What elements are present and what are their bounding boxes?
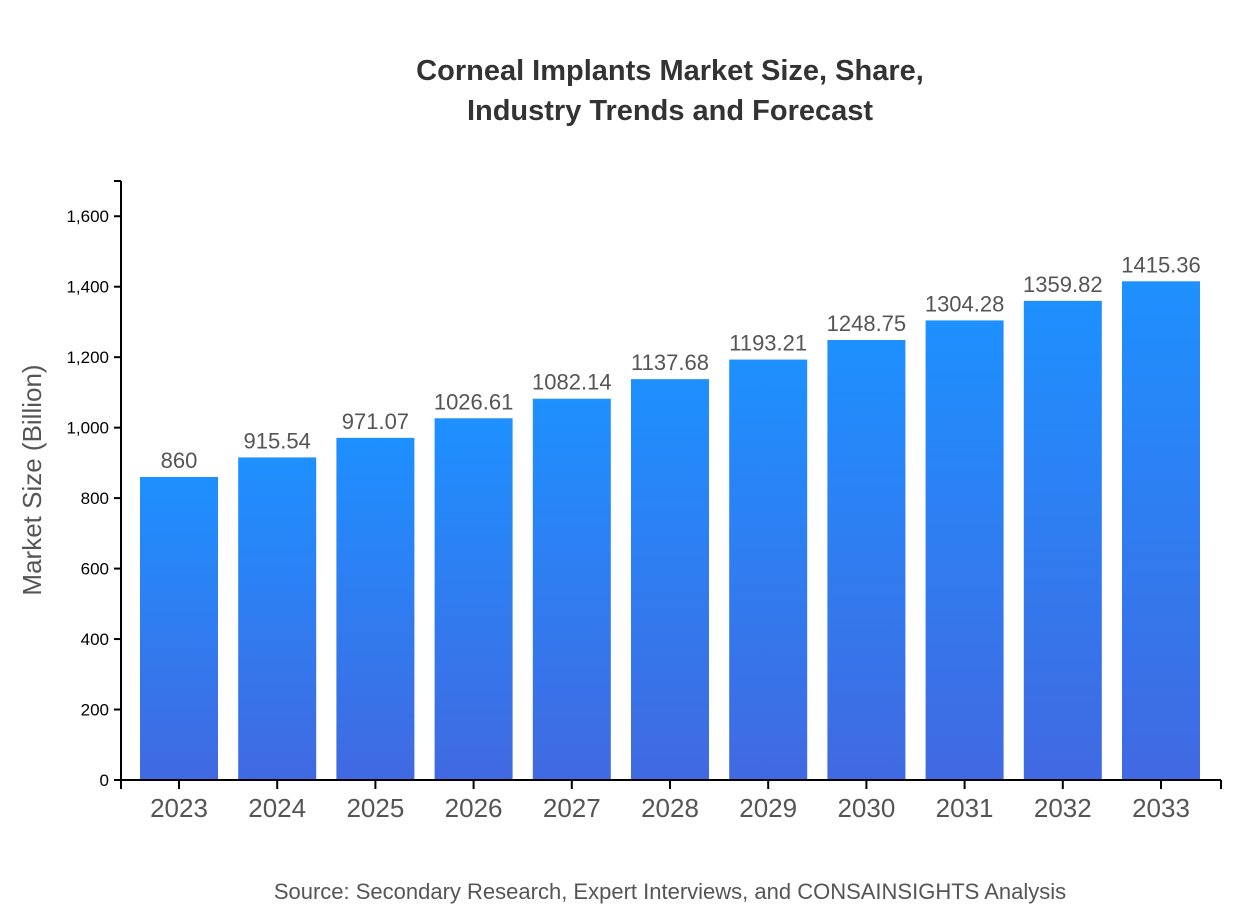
data-label-2028: 1137.68 bbox=[631, 350, 709, 375]
x-tick-label-2030: 2030 bbox=[837, 793, 895, 823]
data-label-2033: 1415.36 bbox=[1121, 252, 1201, 277]
data-label-2026: 1026.61 bbox=[434, 389, 514, 414]
chart-title-line-1: Corneal Implants Market Size, Share, bbox=[416, 55, 924, 87]
bar-2032 bbox=[1023, 300, 1102, 780]
bar-2029 bbox=[729, 359, 808, 780]
x-tick-label-2024: 2024 bbox=[248, 793, 306, 823]
x-tick-label-2025: 2025 bbox=[346, 793, 404, 823]
data-label-2024: 915.54 bbox=[244, 428, 311, 453]
bar-2030 bbox=[827, 339, 906, 780]
x-tick-label-2031: 2031 bbox=[936, 793, 994, 823]
x-tick-label-2026: 2026 bbox=[445, 793, 503, 823]
bar-2027 bbox=[532, 398, 611, 780]
y-tick-label: 400 bbox=[81, 630, 109, 649]
x-tick-label-2027: 2027 bbox=[543, 793, 601, 823]
y-axis-label: Market Size (Billion) bbox=[17, 364, 47, 595]
y-tick-label: 1,200 bbox=[66, 348, 109, 367]
y-tick-label: 600 bbox=[81, 560, 109, 579]
x-tick-label-2028: 2028 bbox=[641, 793, 699, 823]
source-note: Source: Secondary Research, Expert Inter… bbox=[274, 879, 1066, 904]
bar-2026 bbox=[434, 418, 513, 780]
data-label-2025: 971.07 bbox=[342, 409, 409, 434]
data-label-2029: 1193.21 bbox=[729, 331, 807, 356]
bar-2024 bbox=[238, 457, 317, 780]
y-tick-label: 1,400 bbox=[66, 278, 109, 297]
bar-2033 bbox=[1122, 281, 1200, 780]
x-tick-label-2032: 2032 bbox=[1034, 793, 1092, 823]
x-tick-label-2023: 2023 bbox=[150, 793, 208, 823]
data-label-2030: 1248.75 bbox=[827, 311, 907, 336]
x-tick-label-2029: 2029 bbox=[739, 793, 797, 823]
bar-2031 bbox=[925, 320, 1004, 780]
bar-2023 bbox=[140, 476, 218, 780]
y-tick-label: 0 bbox=[100, 771, 109, 790]
y-tick-label: 1,600 bbox=[66, 207, 109, 226]
data-label-2023: 860 bbox=[161, 448, 198, 473]
y-tick-label: 200 bbox=[81, 701, 109, 720]
y-tick-label: 800 bbox=[81, 489, 109, 508]
bar-2025 bbox=[336, 437, 415, 780]
chart-title-line-2: Industry Trends and Forecast bbox=[467, 95, 873, 127]
data-label-2031: 1304.28 bbox=[925, 291, 1005, 316]
data-label-2027: 1082.14 bbox=[532, 370, 612, 395]
bar-2028 bbox=[631, 379, 709, 780]
y-tick-label: 1,000 bbox=[66, 419, 109, 438]
data-label-2032: 1359.82 bbox=[1023, 272, 1103, 297]
x-tick-label-2033: 2033 bbox=[1132, 793, 1190, 823]
